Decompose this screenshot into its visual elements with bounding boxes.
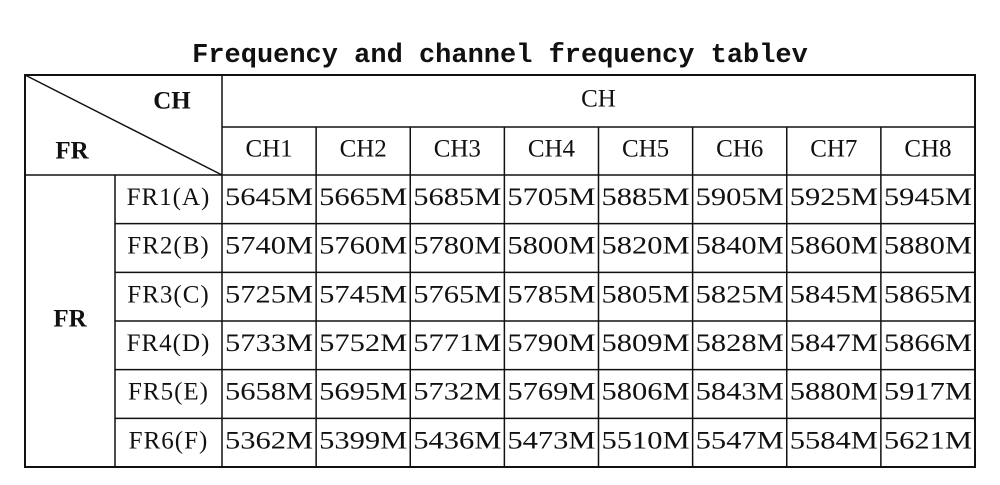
cell: 5621M: [884, 427, 972, 454]
column-header: CH6: [716, 136, 763, 163]
cell: 5765M: [413, 281, 501, 308]
cell: 5665M: [319, 184, 407, 211]
cell: 5705M: [507, 184, 595, 211]
cell: 5805M: [602, 281, 690, 308]
cell: 5925M: [790, 184, 878, 211]
cell: 5769M: [507, 379, 595, 406]
cell: 5785M: [507, 281, 595, 308]
cell: 5820M: [602, 233, 690, 260]
cell: 5510M: [602, 427, 690, 454]
cell: 5885M: [602, 184, 690, 211]
cell: 5825M: [696, 281, 784, 308]
column-header: CH5: [622, 136, 669, 163]
column-header: CH3: [434, 136, 481, 163]
cell: 5771M: [413, 330, 501, 357]
group-header: CH: [581, 86, 616, 113]
column-header: CH1: [245, 136, 292, 163]
cell: 5905M: [696, 184, 784, 211]
cell: 5752M: [319, 330, 407, 357]
cell: 5945M: [884, 184, 972, 211]
cell: 5780M: [413, 233, 501, 260]
row-label: FR1(A): [127, 184, 211, 211]
cell: 5732M: [413, 379, 501, 406]
cell: 5473M: [507, 427, 595, 454]
cell: 5733M: [225, 330, 313, 357]
cell: 5866M: [884, 330, 972, 357]
cell: 5436M: [413, 427, 501, 454]
corner-bottom: FR: [55, 138, 89, 165]
cell: 5725M: [225, 281, 313, 308]
diagonal: [24, 74, 223, 176]
cell: 5847M: [790, 330, 878, 357]
cell: 5790M: [507, 330, 595, 357]
row-label: FR3(C): [127, 281, 209, 308]
cell: 5740M: [225, 233, 313, 260]
cell: 5809M: [602, 330, 690, 357]
cell: 5880M: [884, 233, 972, 260]
cell: 5399M: [319, 427, 407, 454]
cell: 5658M: [225, 379, 313, 406]
table-grid: [24, 74, 976, 468]
cell: 5806M: [602, 379, 690, 406]
cell: 5860M: [790, 233, 878, 260]
cell: 5840M: [696, 233, 784, 260]
column-header: CH4: [528, 136, 576, 163]
cell: 5695M: [319, 379, 407, 406]
cell: 5760M: [319, 233, 407, 260]
corner-top: CH: [153, 88, 191, 115]
cell: 5845M: [790, 281, 878, 308]
cell: 5362M: [225, 427, 313, 454]
column-header: CH2: [340, 136, 387, 163]
column-header: CH7: [810, 136, 857, 163]
row-label: FR5(E): [128, 379, 209, 406]
cell: 5917M: [884, 379, 972, 406]
row-label: FR2(B): [127, 233, 209, 260]
cell: 5843M: [696, 379, 784, 406]
title: Frequency and channel frequency tablev: [192, 41, 808, 71]
cell: 5865M: [884, 281, 972, 308]
cell: 5645M: [225, 184, 313, 211]
cell: 5828M: [696, 330, 784, 357]
cell: 5584M: [790, 427, 878, 454]
cell: 5685M: [413, 184, 501, 211]
cell: 5547M: [696, 427, 784, 454]
row-label: FR6(F): [129, 427, 209, 454]
cell: 5880M: [790, 379, 878, 406]
cell: 5800M: [507, 233, 595, 260]
table-border: [24, 74, 976, 468]
cell: 5745M: [319, 281, 407, 308]
row-group: FR: [53, 306, 87, 333]
column-header: CH8: [904, 136, 951, 163]
row-label: FR4(D): [127, 330, 211, 357]
